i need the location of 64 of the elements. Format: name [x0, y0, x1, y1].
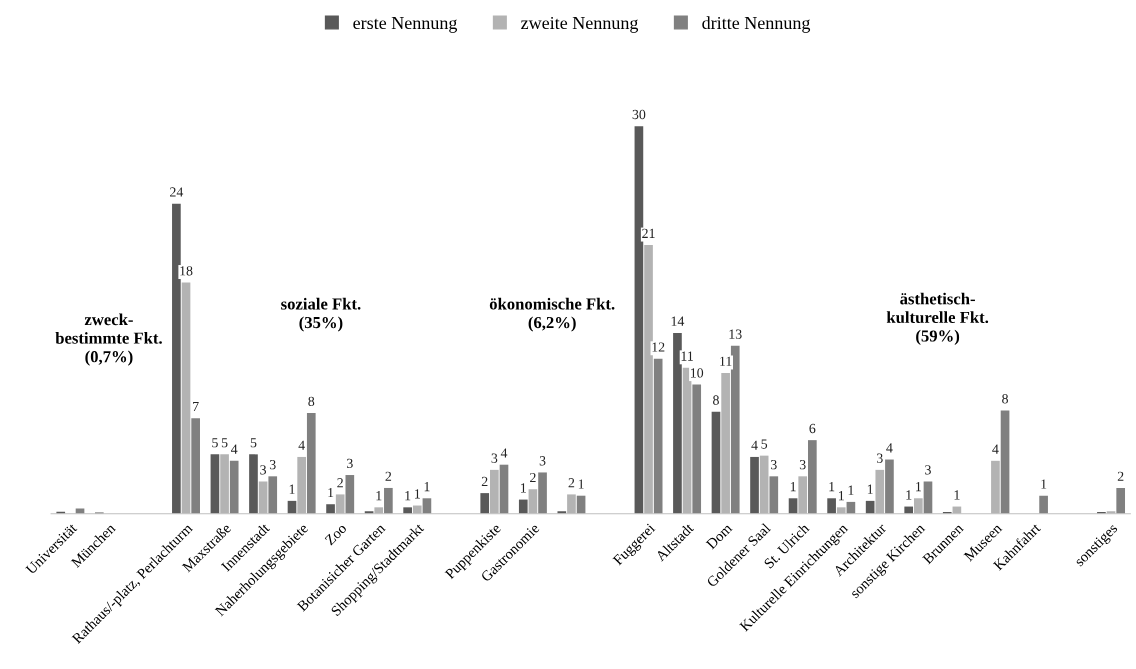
data-label: 2 — [385, 471, 392, 481]
annotation: ästhetisch- kulturelle Fkt. (59%) — [886, 292, 989, 345]
data-label: 8 — [308, 396, 315, 407]
data-label: 1 — [839, 491, 844, 501]
data-label: 24 — [170, 187, 184, 197]
data-label: 11 — [720, 356, 732, 366]
data-label: 14 — [671, 316, 685, 326]
data-label: 12 — [652, 342, 665, 352]
data-label: 4 — [886, 443, 893, 453]
data-label: 30 — [632, 109, 646, 120]
data-label: 8 — [713, 395, 719, 405]
data-label: 5 — [221, 438, 228, 448]
data-label: 4 — [751, 440, 758, 450]
annotation: soziale Fkt. (35%) — [281, 297, 361, 332]
data-label: 2 — [1117, 471, 1124, 481]
data-label: 1 — [415, 489, 420, 499]
data-label: 4 — [231, 444, 238, 454]
data-label: 5 — [761, 439, 768, 449]
data-label: 4 — [298, 440, 305, 450]
data-label: 1 — [578, 479, 584, 489]
data-label: 6 — [809, 423, 816, 434]
data-label: 1 — [521, 483, 526, 493]
data-label: 3 — [925, 465, 931, 475]
data-label: 3 — [770, 460, 777, 470]
data-label: 3 — [539, 456, 546, 466]
data-label: 5 — [250, 438, 257, 448]
data-label: 3 — [347, 458, 353, 469]
data-label: 4 — [500, 448, 508, 458]
data-label: 7 — [193, 401, 199, 412]
data-label: 21 — [642, 228, 655, 238]
data-label: 1 — [289, 484, 295, 494]
data-label: 11 — [681, 351, 693, 361]
data-label: 1 — [424, 481, 430, 492]
data-label: 13 — [729, 329, 742, 339]
data-label: 3 — [491, 453, 498, 463]
data-label: 2 — [530, 472, 536, 483]
data-label: 1 — [867, 484, 873, 494]
data-label: 1 — [405, 491, 411, 501]
data-label: 1 — [790, 481, 796, 492]
data-label: 1 — [328, 487, 334, 498]
data-label: 3 — [260, 465, 267, 475]
data-label: 1 — [916, 481, 921, 492]
data-label: 3 — [876, 453, 883, 463]
data-label: 10 — [690, 368, 704, 378]
data-label: 3 — [799, 460, 806, 470]
legend-label: zweite Nennung — [521, 16, 639, 33]
data-label: 2 — [568, 478, 575, 488]
data-label: 2 — [481, 476, 488, 486]
data-label: 2 — [337, 478, 343, 488]
annotation: zweck- bestimmte Fkt. (0,7%) — [55, 313, 162, 366]
data-label: 18 — [180, 266, 193, 276]
data-label: 4 — [992, 444, 999, 454]
data-label: 1 — [1041, 479, 1047, 489]
legend-label: erste Nennung — [353, 17, 458, 33]
data-label: 1 — [829, 481, 835, 492]
data-label: 8 — [1002, 394, 1008, 404]
data-label: 1 — [906, 490, 912, 500]
annotation: ökonomische Fkt. (6,2%) — [489, 297, 615, 332]
data-label: 1 — [848, 485, 854, 495]
data-label: 3 — [269, 460, 276, 470]
data-label: 5 — [212, 438, 218, 448]
data-label: 1 — [954, 490, 960, 500]
data-label: 1 — [376, 491, 382, 501]
legend-label: dritte Nennung — [702, 16, 811, 33]
